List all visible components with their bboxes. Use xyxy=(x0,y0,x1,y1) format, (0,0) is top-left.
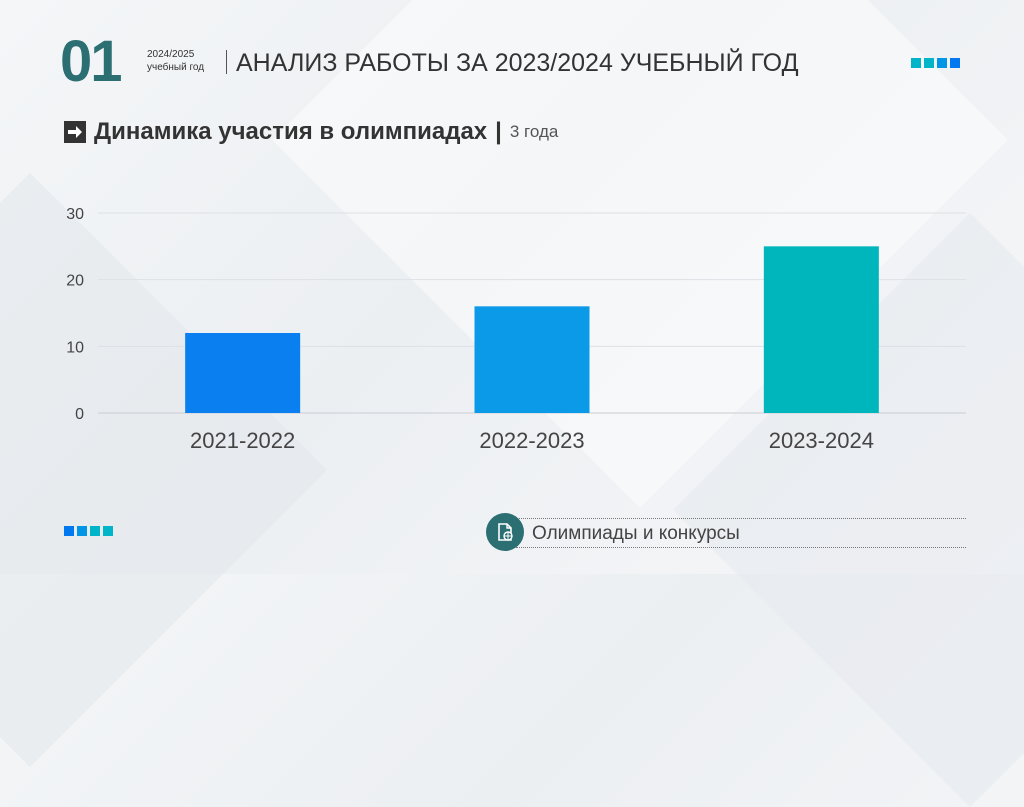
bar xyxy=(763,246,879,413)
bar xyxy=(185,333,301,413)
decor-square xyxy=(924,58,934,68)
x-tick-label: 2022-2023 xyxy=(479,428,584,453)
y-tick-label: 30 xyxy=(66,206,84,223)
title-separator: | xyxy=(495,118,502,145)
footer-label: Олимпиады и конкурсы xyxy=(532,523,740,544)
year-value: 2024/2025 xyxy=(147,49,195,60)
y-tick-label: 10 xyxy=(66,339,84,356)
footer-divider-bottom xyxy=(516,547,966,548)
decor-square xyxy=(950,58,960,68)
arrow-right-icon xyxy=(64,121,86,143)
year-caption: учебный год xyxy=(147,62,205,73)
decor-square xyxy=(64,526,74,536)
chart-title: Динамика участия в олимпиадах xyxy=(94,118,488,145)
decor-square xyxy=(77,526,87,536)
bar xyxy=(474,306,590,413)
decor-square xyxy=(103,526,113,536)
y-tick-label: 20 xyxy=(66,273,84,290)
decor-square xyxy=(911,58,921,68)
x-tick-label: 2021-2022 xyxy=(190,428,295,453)
chart-subtitle: 3 года xyxy=(509,122,559,141)
footer-divider-top xyxy=(516,518,966,519)
document-globe-icon xyxy=(486,513,524,551)
school-year: 2024/2025 учебный год xyxy=(147,48,204,74)
chart-heading: Динамика участия в олимпиадах | 3 года xyxy=(64,118,558,146)
x-tick-label: 2023-2024 xyxy=(769,428,874,453)
section-number: 01 xyxy=(60,29,122,94)
header-divider xyxy=(226,50,227,74)
y-tick-label: 0 xyxy=(75,406,84,423)
decor-squares-top xyxy=(911,58,960,68)
bar-chart: 0 10 20 30 2021-2022 2022-2023 2023-2024 xyxy=(66,206,966,453)
decor-square xyxy=(90,526,100,536)
page-title: АНАЛИЗ РАБОТЫ ЗА 2023/2024 УЧЕБНЫЙ ГОД xyxy=(236,49,799,77)
decor-squares-bottom xyxy=(64,526,113,536)
decor-square xyxy=(937,58,947,68)
